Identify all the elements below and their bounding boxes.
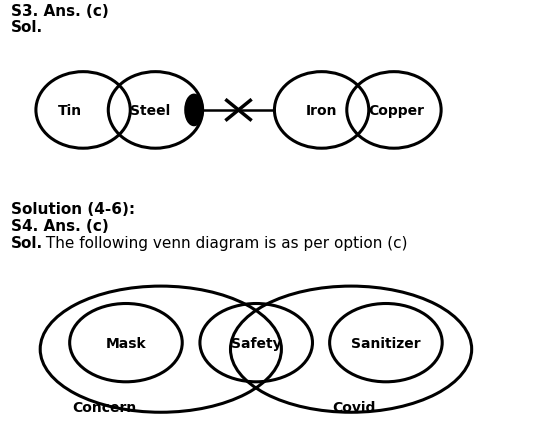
- Text: Sol.: Sol.: [11, 20, 43, 34]
- Text: Sanitizer: Sanitizer: [351, 336, 421, 350]
- Text: Covid: Covid: [332, 400, 375, 414]
- Text: Safety: Safety: [231, 336, 281, 350]
- Text: Copper: Copper: [369, 104, 425, 118]
- Text: Iron: Iron: [306, 104, 337, 118]
- Text: Sol.: Sol.: [11, 235, 43, 250]
- Text: The following venn diagram is as per option (c): The following venn diagram is as per opt…: [41, 235, 408, 250]
- Text: S4. Ans. (c): S4. Ans. (c): [11, 218, 108, 233]
- Text: Solution (4-6):: Solution (4-6):: [11, 202, 135, 217]
- Text: Concern: Concern: [72, 400, 137, 414]
- Text: S3. Ans. (c): S3. Ans. (c): [11, 4, 108, 19]
- Text: Mask: Mask: [106, 336, 146, 350]
- Text: Tin: Tin: [57, 104, 82, 118]
- Ellipse shape: [185, 95, 203, 126]
- Text: Steel: Steel: [130, 104, 170, 118]
